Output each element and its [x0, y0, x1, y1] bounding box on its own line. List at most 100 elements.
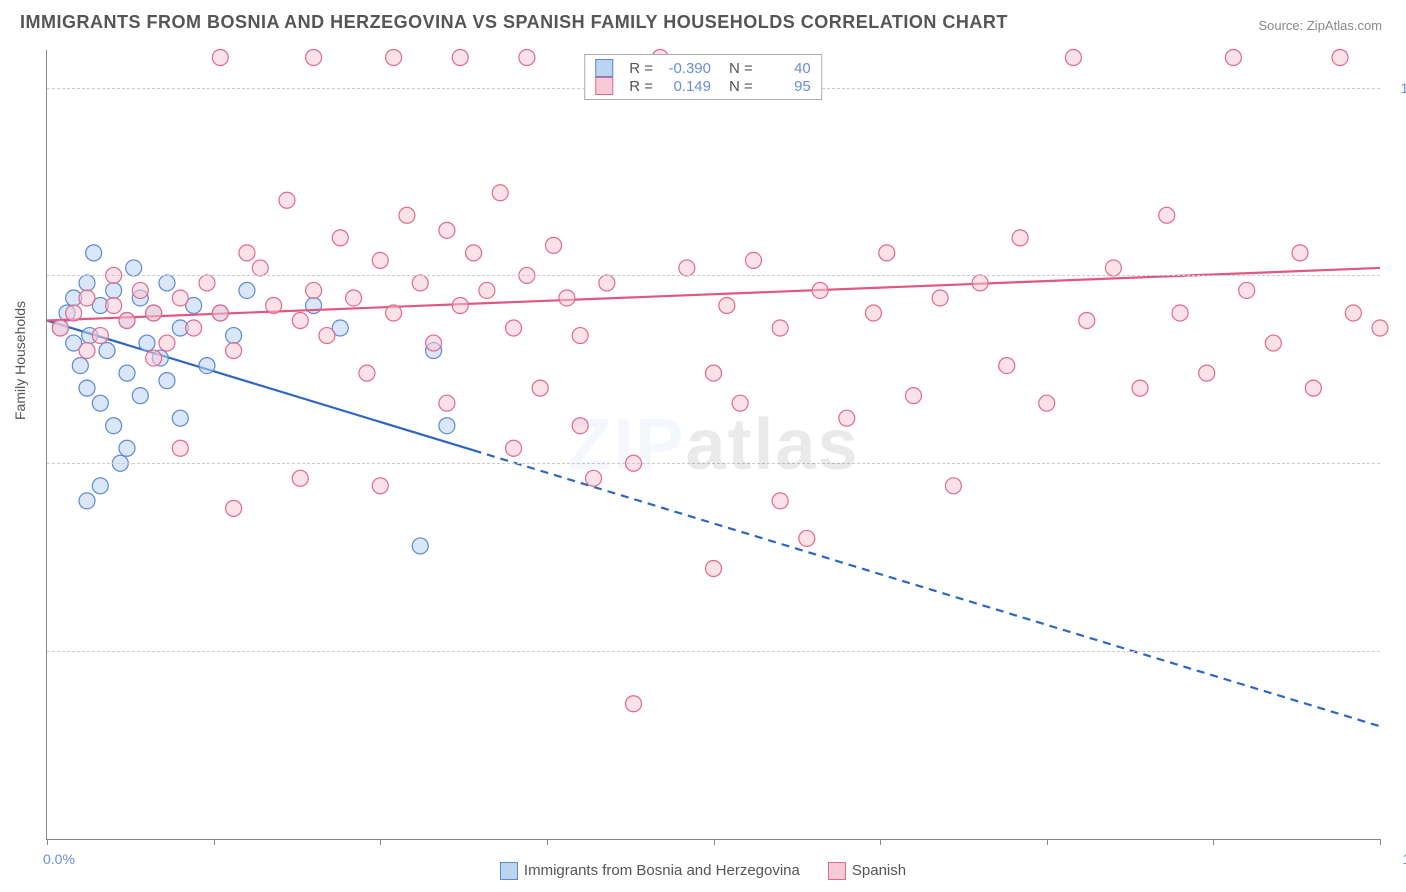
gridline: [47, 463, 1380, 464]
data-point: [1292, 245, 1308, 261]
data-point: [266, 297, 282, 313]
data-point: [72, 358, 88, 374]
data-point: [199, 275, 215, 291]
x-tick: [1047, 839, 1048, 845]
x-tick: [380, 839, 381, 845]
data-point: [1079, 313, 1095, 329]
data-point: [945, 478, 961, 494]
data-point: [146, 350, 162, 366]
data-point: [1105, 260, 1121, 276]
data-point: [1372, 320, 1388, 336]
legend-r-label: R =: [629, 78, 653, 95]
data-point: [92, 478, 108, 494]
data-point: [1305, 380, 1321, 396]
data-point: [399, 207, 415, 223]
data-point: [52, 320, 68, 336]
data-point: [292, 470, 308, 486]
legend-n-value: 40: [759, 60, 811, 77]
data-point: [546, 237, 562, 253]
data-point: [139, 335, 155, 351]
data-point: [772, 320, 788, 336]
data-point: [905, 388, 921, 404]
data-point: [159, 373, 175, 389]
data-point: [439, 418, 455, 434]
data-point: [99, 343, 115, 359]
data-point: [999, 358, 1015, 374]
x-tick: [214, 839, 215, 845]
data-point: [212, 305, 228, 321]
data-point: [799, 530, 815, 546]
data-point: [199, 358, 215, 374]
data-point: [1039, 395, 1055, 411]
data-point: [186, 320, 202, 336]
data-point: [119, 313, 135, 329]
legend-swatch: [595, 59, 613, 77]
data-point: [706, 365, 722, 381]
legend-swatch: [500, 862, 518, 880]
y-tick-label: 100.0%: [1401, 80, 1406, 96]
data-point: [119, 365, 135, 381]
data-point: [92, 395, 108, 411]
data-point: [479, 282, 495, 298]
data-point: [972, 275, 988, 291]
data-point: [1225, 50, 1241, 66]
gridline: [47, 275, 1380, 276]
x-tick: [1213, 839, 1214, 845]
trend-line-dashed: [474, 450, 1380, 726]
data-point: [372, 478, 388, 494]
chart-svg: [47, 50, 1380, 839]
data-point: [412, 275, 428, 291]
data-point: [386, 50, 402, 66]
data-point: [452, 50, 468, 66]
data-point: [572, 418, 588, 434]
data-point: [159, 335, 175, 351]
data-point: [679, 260, 695, 276]
footer-legend: Immigrants from Bosnia and HerzegovinaSp…: [0, 862, 1406, 880]
data-point: [292, 313, 308, 329]
data-point: [466, 245, 482, 261]
data-point: [79, 275, 95, 291]
data-point: [626, 696, 642, 712]
data-point: [252, 260, 268, 276]
data-point: [346, 290, 362, 306]
data-point: [1239, 282, 1255, 298]
x-tick: [714, 839, 715, 845]
data-point: [79, 343, 95, 359]
data-point: [132, 282, 148, 298]
source-attribution: Source: ZipAtlas.com: [1258, 18, 1382, 33]
data-point: [586, 470, 602, 486]
data-point: [492, 185, 508, 201]
data-point: [79, 493, 95, 509]
data-point: [212, 50, 228, 66]
plot-area: ZIPatlas 25.0%50.0%75.0%100.0%0.0%100.0%: [46, 50, 1380, 840]
chart-title: IMMIGRANTS FROM BOSNIA AND HERZEGOVINA V…: [20, 12, 1008, 33]
gridline: [47, 651, 1380, 652]
data-point: [559, 290, 575, 306]
data-point: [932, 290, 948, 306]
data-point: [452, 297, 468, 313]
correlation-legend: R =-0.390N =40R =0.149N =95: [584, 54, 822, 100]
data-point: [106, 282, 122, 298]
x-tick: [880, 839, 881, 845]
data-point: [732, 395, 748, 411]
x-tick: [47, 839, 48, 845]
data-point: [1132, 380, 1148, 396]
data-point: [1199, 365, 1215, 381]
data-point: [306, 282, 322, 298]
data-point: [226, 328, 242, 344]
footer-legend-item: Immigrants from Bosnia and Herzegovina: [500, 862, 800, 880]
data-point: [126, 260, 142, 276]
x-tick: [1380, 839, 1381, 845]
data-point: [519, 50, 535, 66]
data-point: [226, 343, 242, 359]
legend-row: R =0.149N =95: [595, 77, 811, 95]
data-point: [386, 305, 402, 321]
legend-n-label: N =: [729, 60, 753, 77]
data-point: [372, 252, 388, 268]
data-point: [426, 335, 442, 351]
legend-r-value: 0.149: [659, 78, 711, 95]
data-point: [599, 275, 615, 291]
legend-swatch: [828, 862, 846, 880]
data-point: [412, 538, 428, 554]
data-point: [1065, 50, 1081, 66]
